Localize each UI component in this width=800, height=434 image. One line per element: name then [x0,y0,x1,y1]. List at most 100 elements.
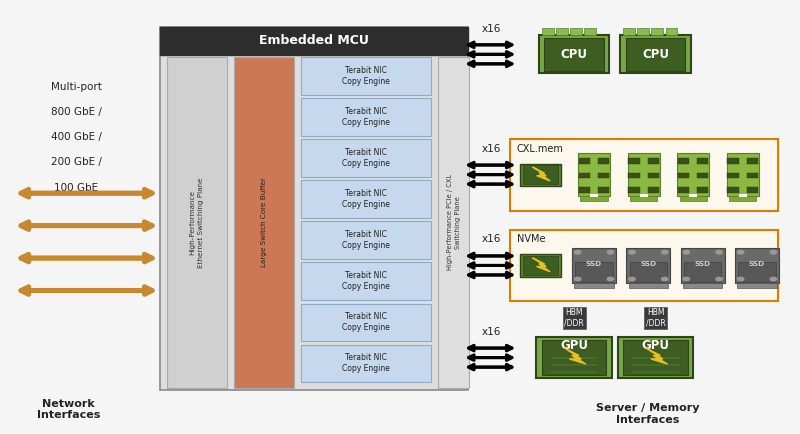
Text: x16: x16 [482,327,502,337]
Bar [523,165,558,184]
Bar [575,262,613,282]
Bar [727,173,738,178]
Text: x16: x16 [482,234,502,244]
Text: x16: x16 [482,144,502,154]
Bar [677,153,709,197]
Bar [651,29,663,35]
Bar [626,248,670,283]
Bar [542,340,606,375]
Bar [536,337,612,378]
Bar [621,35,690,73]
Bar [579,158,590,164]
Bar [581,196,608,201]
Bar [234,57,294,388]
Bar [639,194,647,197]
Bar [681,248,725,283]
Text: CXL.mem: CXL.mem [517,144,563,154]
Bar [684,262,722,282]
Text: NVMe: NVMe [517,234,545,244]
Text: Terabit NIC
Copy Engine: Terabit NIC Copy Engine [342,148,390,168]
Bar [746,187,758,193]
Bar [550,364,598,366]
Text: 400 GbE /: 400 GbE / [51,132,102,142]
Text: x16: x16 [482,24,502,34]
Bar [623,29,635,35]
Bar [735,248,779,283]
Text: SSD: SSD [749,260,765,266]
Circle shape [574,277,581,281]
Bar [697,173,708,178]
Bar [574,283,614,288]
Bar [679,196,706,201]
Circle shape [683,250,690,254]
Circle shape [738,277,744,281]
Bar [438,57,469,388]
Bar [301,57,431,95]
Bar [578,153,610,197]
Bar [161,26,468,390]
Text: Embedded MCU: Embedded MCU [259,34,369,47]
Bar [631,357,680,359]
Bar [161,26,468,55]
Circle shape [716,250,722,254]
Bar [579,173,590,178]
Bar [598,173,610,178]
Circle shape [738,250,744,254]
Text: Large Switch Core Buffer: Large Switch Core Buffer [261,178,267,267]
Bar [301,180,431,218]
Bar [638,29,649,35]
Bar [729,196,756,201]
Bar [590,194,598,197]
Bar [544,38,604,70]
Bar [598,187,610,193]
Bar [629,187,639,193]
Bar [678,158,689,164]
Circle shape [770,250,777,254]
Text: GPU: GPU [642,339,670,352]
Bar [618,337,694,378]
Bar [738,262,776,282]
Bar [631,371,680,373]
Bar [523,256,558,275]
Bar [510,139,778,210]
Bar [726,153,758,197]
Polygon shape [565,348,586,364]
Bar [630,196,657,201]
Bar [727,158,738,164]
Bar [678,173,689,178]
Bar [550,357,598,359]
Circle shape [629,277,635,281]
Bar [738,283,777,288]
Bar [572,248,616,283]
Bar [167,57,226,388]
Bar [623,340,688,375]
Text: CPU: CPU [561,48,587,61]
Bar [683,283,722,288]
Text: HBM
/DDR: HBM /DDR [564,308,584,328]
Bar [666,29,678,35]
Bar [539,35,610,73]
Bar [301,263,431,300]
Bar [510,230,778,301]
Text: 800 GbE /: 800 GbE / [51,107,102,117]
Bar [738,194,746,197]
Text: 100 GbE: 100 GbE [54,183,98,193]
Bar [631,364,680,366]
Bar [727,187,738,193]
Circle shape [607,250,614,254]
Bar [647,158,658,164]
Bar [630,262,667,282]
Text: Network
Interfaces: Network Interfaces [37,399,100,420]
Text: High-Performance PCIe / CXL
Switching Plane: High-Performance PCIe / CXL Switching Pl… [446,174,461,270]
Text: 200 GbE /: 200 GbE / [51,158,102,168]
Text: Terabit NIC
Copy Engine: Terabit NIC Copy Engine [342,312,390,332]
Bar [520,164,562,186]
Bar [697,187,708,193]
Bar [579,187,590,193]
Bar [520,254,562,277]
Bar [746,173,758,178]
Bar [629,158,639,164]
Bar [301,303,431,341]
Polygon shape [646,348,667,364]
Text: Terabit NIC
Copy Engine: Terabit NIC Copy Engine [342,271,390,291]
